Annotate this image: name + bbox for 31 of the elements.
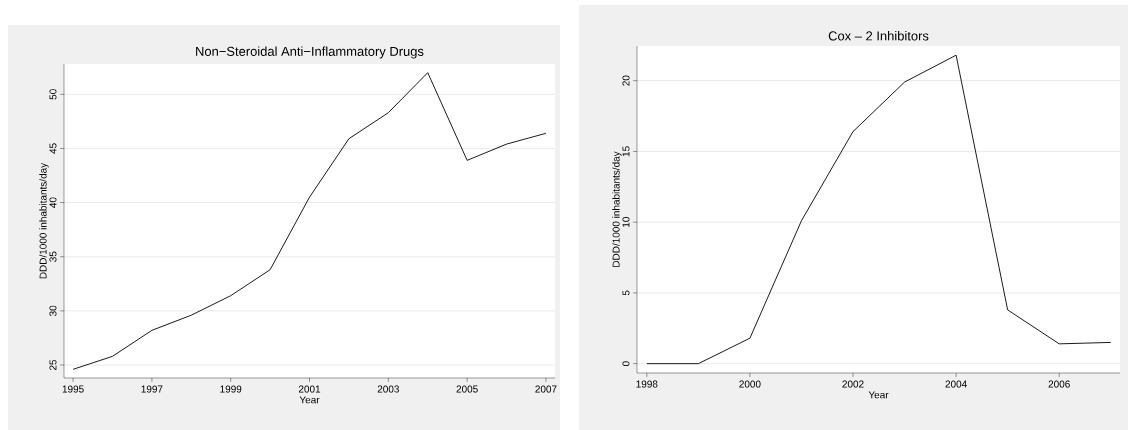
y-tick-label: 15 [622,146,630,157]
x-tick-label: 2002 [842,380,864,388]
y-tick-label: 0 [622,361,630,367]
x-axis-title: Year [299,396,320,404]
y-tick-label: 35 [49,251,57,262]
y-tick-label: 30 [49,305,57,317]
x-tick-label: 1995 [62,385,84,393]
chart-title: Cox – 2 Inhibitors [828,30,929,41]
x-tick-label: 2005 [456,385,478,393]
y-tick-label: 50 [49,89,57,100]
x-tick-label: 2007 [535,385,557,393]
x-tick-label: 1997 [141,385,163,393]
y-tick-label: 20 [622,75,630,86]
x-tick-label: 2004 [945,380,967,388]
line-series [646,54,1112,365]
y-axis-title: DDD/1000 inhabitants/day [39,162,49,279]
y-tick-label: 40 [49,197,57,208]
y-tick-label: 10 [622,217,630,227]
line-series [72,72,547,370]
y-tick-label: 25 [49,359,57,371]
x-tick-label: 2001 [298,385,321,393]
y-tick-label: 5 [622,290,630,296]
x-tick-label: 2000 [739,380,761,388]
x-tick-label: 2003 [377,385,399,393]
x-axis-title: Year [868,391,889,399]
chart-title: Non−Steroidal Anti−Inflammatory Drugs [196,46,424,59]
y-tick-label: 45 [49,143,57,154]
y-axis-title: DDD/1000 inhabitants/day [612,151,622,267]
x-tick-label: 1999 [220,385,242,393]
x-tick-label: 1998 [636,380,658,388]
x-tick-label: 2006 [1048,380,1070,388]
